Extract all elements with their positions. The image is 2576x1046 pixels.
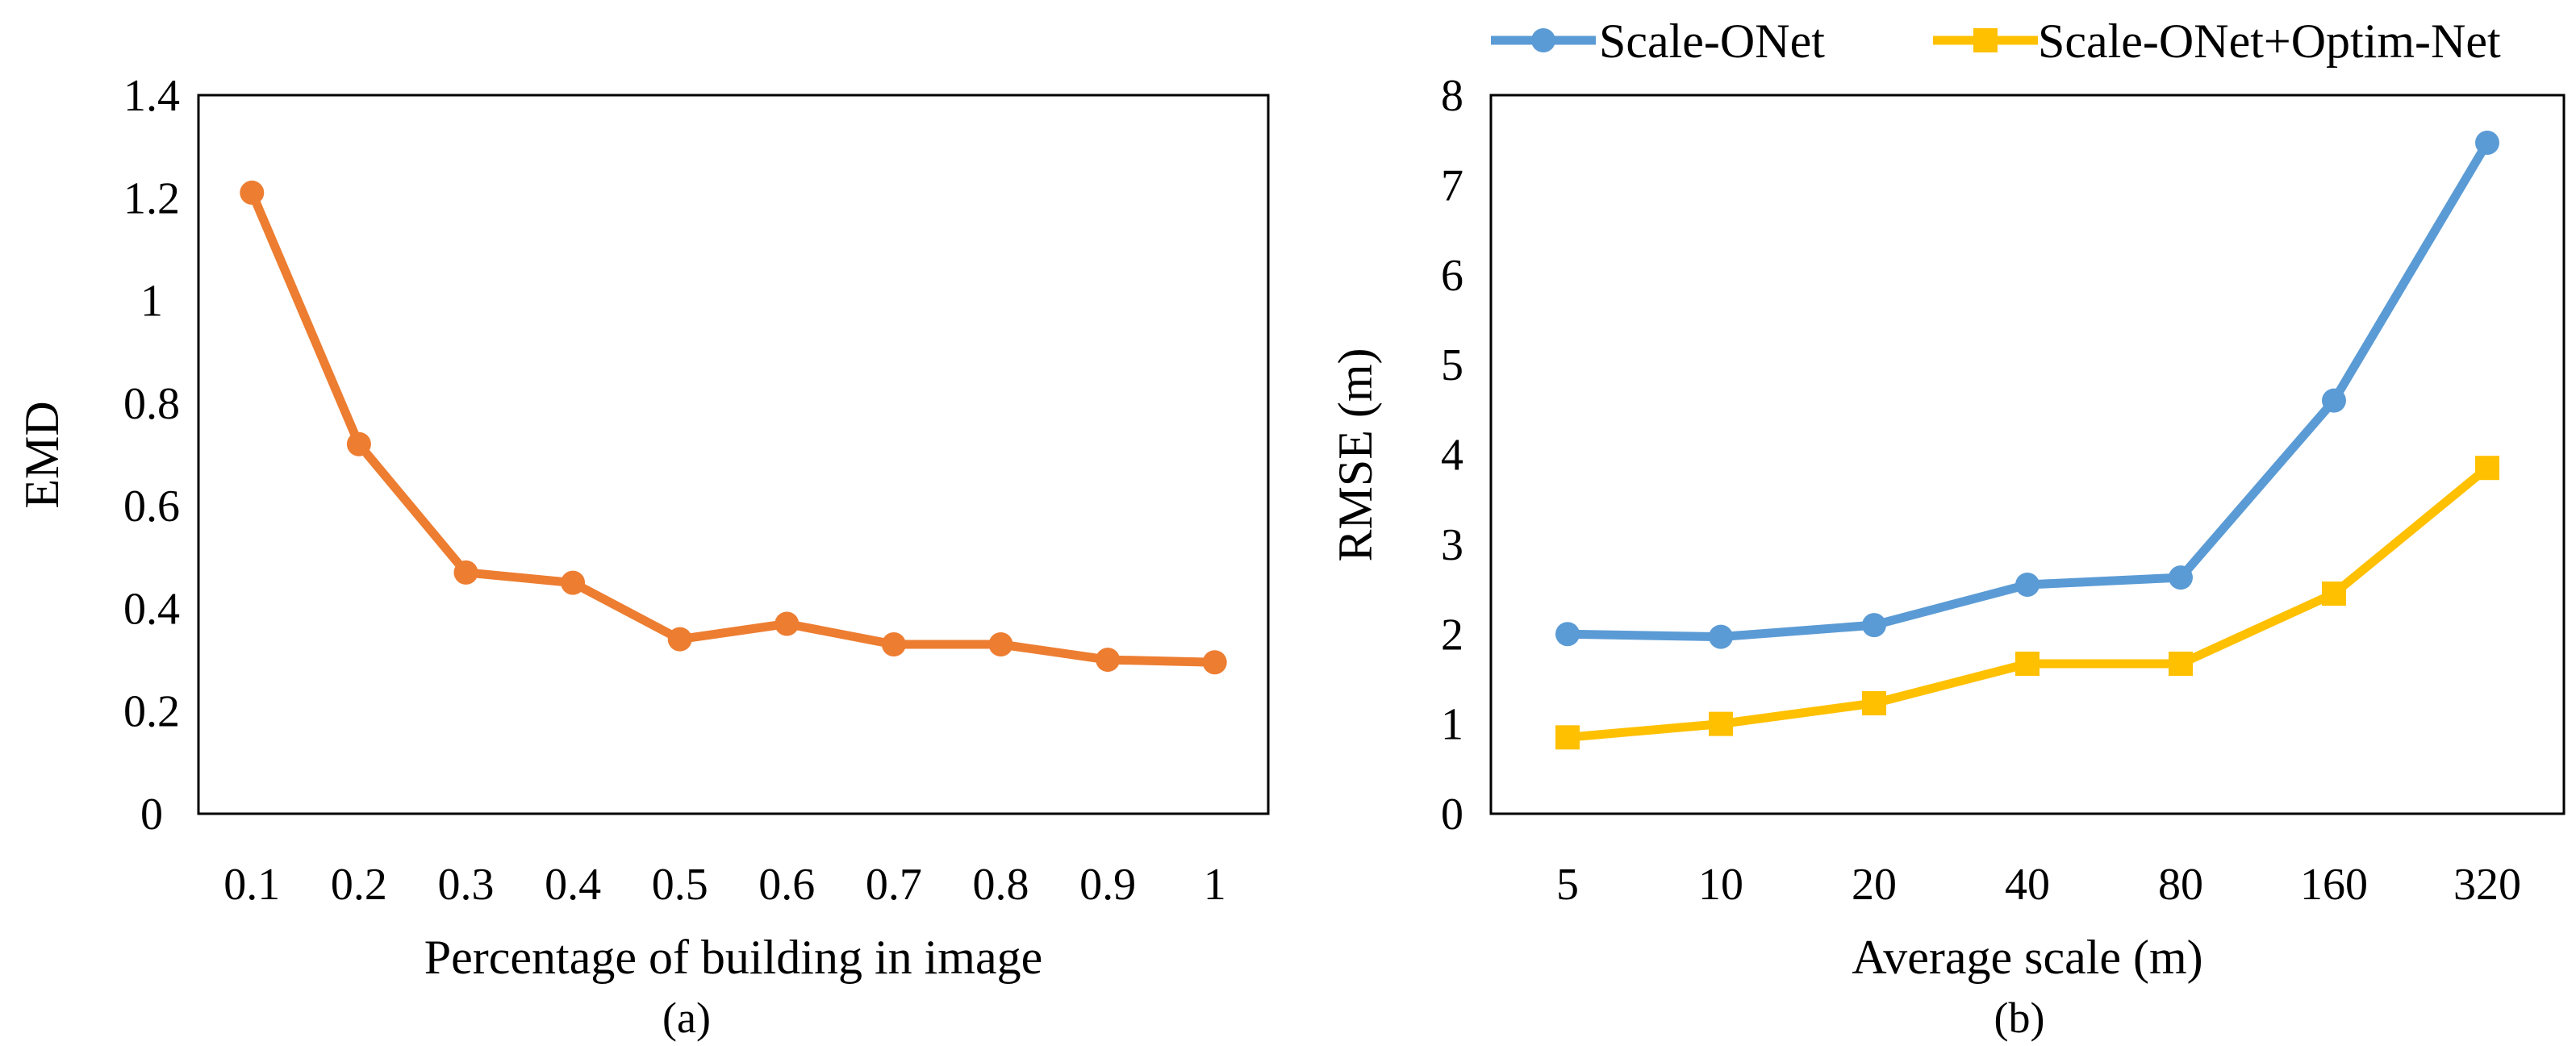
y-tick-label-a: 0.6 (123, 481, 180, 531)
legend-label-scale-onet-optim-net: Scale-ONet+Optim-Net (2038, 15, 2501, 68)
x-tick-label-b: 20 (1852, 860, 1897, 910)
data-point-b-1 (1862, 691, 1886, 716)
y-tick-label-b: 5 (1441, 340, 1463, 390)
y-axis-title-b: RMSE (m) (1329, 348, 1382, 561)
plot-frame-a (197, 94, 1270, 815)
data-point-a-0 (1202, 650, 1227, 675)
x-tick-label-a: 0.8 (973, 860, 1029, 910)
data-point-a-0 (988, 631, 1013, 656)
y-tick-label-b: 6 (1441, 251, 1463, 301)
panel-b: 0 1 2 3 4 5 6 7 8 5 10 20 40 80 160 320 RMSE (m) Avera… (1329, 15, 2566, 1042)
data-point-a-0 (881, 631, 906, 656)
series-line-b-1 (1563, 463, 2492, 742)
data-point-b-0 (1862, 613, 1886, 638)
y-tick-label-a: 0 (140, 790, 163, 840)
x-ticks-b: 5 10 20 40 80 160 320 (1556, 860, 2521, 910)
data-point-b-1 (2015, 652, 2040, 677)
x-tick-label-b: 40 (2005, 860, 2050, 910)
x-tick-label-a: 0.3 (438, 860, 495, 910)
legend-marker-scale-onet (1531, 28, 1555, 52)
y-tick-label-b: 7 (1441, 160, 1463, 210)
y-ticks-b: 0 1 2 3 4 5 6 7 8 (1441, 71, 1463, 840)
data-point-b-1 (1709, 711, 1733, 736)
x-tick-label-a: 0.6 (758, 860, 815, 910)
y-tick-label-b: 2 (1441, 610, 1463, 660)
data-point-b-0 (2169, 565, 2193, 590)
x-tick-label-a: 0.1 (223, 860, 280, 910)
data-point-b-0 (2015, 572, 2040, 597)
x-tick-label-a: 0.9 (1079, 860, 1136, 910)
data-point-a-0 (453, 560, 478, 585)
series-line-b-0 (1563, 138, 2492, 642)
data-point-b-1 (2322, 581, 2346, 606)
y-tick-label-a: 0.8 (123, 379, 180, 429)
x-axis-title-b: Average scale (m) (1852, 931, 2202, 984)
data-point-b-0 (2475, 131, 2499, 156)
caption-b: (b) (1994, 994, 2045, 1042)
x-tick-label-b: 5 (1556, 860, 1579, 910)
y-tick-label-a: 0.4 (123, 584, 180, 634)
data-point-b-0 (1555, 622, 1580, 647)
data-point-a-0 (346, 431, 371, 456)
data-point-a-0 (561, 570, 586, 595)
y-ticks-a: 0 0.2 0.4 0.6 0.8 1 1.2 1.4 (123, 71, 180, 840)
x-tick-label-a: 0.5 (652, 860, 708, 910)
y-tick-label-b: 1 (1441, 700, 1463, 750)
series-b (1555, 131, 2499, 750)
x-tick-label-a: 0.7 (866, 860, 922, 910)
caption-a: (a) (662, 994, 711, 1042)
y-tick-label-b: 8 (1441, 71, 1463, 121)
x-axis-title-a: Percentage of building in image (424, 931, 1042, 984)
y-axis-title-a: EMD (15, 401, 69, 508)
y-tick-label-a: 1.2 (123, 173, 180, 223)
y-tick-label-a: 0.2 (123, 687, 180, 737)
y-tick-label-a: 1 (140, 277, 163, 327)
y-tick-label-b: 4 (1441, 431, 1463, 481)
data-point-b-1 (2475, 456, 2499, 481)
x-tick-label-a: 0.4 (545, 860, 601, 910)
data-point-a-0 (774, 611, 800, 636)
y-tick-label-b: 0 (1441, 790, 1463, 840)
series-line-a-0 (247, 188, 1220, 667)
x-tick-label-b: 160 (2300, 860, 2368, 910)
data-point-b-1 (1555, 725, 1580, 750)
x-tick-label-b: 10 (1698, 860, 1743, 910)
legend: Scale-ONet Scale-ONet+Optim-Net (1491, 15, 2501, 68)
data-point-b-0 (1709, 624, 1733, 649)
y-tick-label-b: 3 (1441, 520, 1463, 570)
data-point-b-0 (2322, 388, 2346, 413)
x-tick-label-b: 80 (2158, 860, 2203, 910)
data-point-b-1 (2169, 652, 2193, 677)
legend-marker-scale-onet-optim-net (1973, 28, 1998, 52)
y-tick-label-a: 1.4 (123, 71, 180, 121)
legend-label-scale-onet: Scale-ONet (1599, 15, 1825, 68)
x-tick-label-b: 320 (2453, 860, 2521, 910)
x-tick-label-a: 1 (1204, 860, 1226, 910)
panel-a: 00.20.40.60.811.21.4 0.1 0.2 0.3 0.4 0.5 0.6 0… (15, 71, 1270, 1042)
plot-frame-b (1489, 94, 2566, 815)
data-point-a-0 (1096, 648, 1121, 673)
series-a (240, 180, 1227, 675)
x-tick-label-a: 0.2 (331, 860, 387, 910)
data-point-a-0 (240, 180, 265, 205)
data-point-a-0 (667, 627, 692, 652)
x-ticks-a: 0.1 0.2 0.3 0.4 0.5 0.6 0.7 0.8 0.9 1 (223, 860, 1225, 910)
